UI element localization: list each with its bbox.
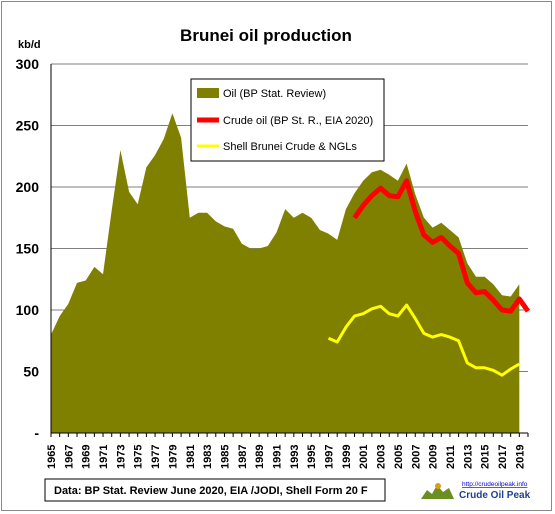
x-tick-label: 2019 <box>514 445 526 469</box>
legend-swatch-oil <box>197 88 219 98</box>
x-tick-label: 1967 <box>63 445 75 469</box>
y-tick-label: 250 <box>16 118 40 134</box>
x-tick-label: 2007 <box>410 445 422 469</box>
y-tick-label: 50 <box>23 364 39 380</box>
x-tick-label: 2009 <box>428 445 440 469</box>
x-tick-label: 2013 <box>462 445 474 469</box>
y-tick-label: 200 <box>16 179 40 195</box>
x-tick-label: 1977 <box>150 445 162 469</box>
x-tick-label: 1997 <box>324 445 336 469</box>
y-tick-label: 100 <box>16 302 40 318</box>
source-note-box <box>44 478 386 502</box>
x-tick-label: 1991 <box>271 445 283 469</box>
footer: Data: BP Stat. Review June 2020, EIA /JO… <box>44 478 531 502</box>
series-line-shell <box>327 303 521 377</box>
x-tick-label: 1999 <box>341 445 353 469</box>
x-tick-label: 2003 <box>376 445 388 469</box>
logo-mountain-icon <box>421 485 454 499</box>
legend-label-crude: Crude oil (BP St. R., EIA 2020) <box>223 115 373 127</box>
logo: http://crudeoilpeak.info Crude Oil Peak <box>418 478 531 502</box>
y-tick-label: - <box>34 425 39 441</box>
y-tick-label: 300 <box>16 56 40 72</box>
legend-label-shell: Shell Brunei Crude & NGLs <box>223 141 357 153</box>
series-line-crude <box>352 178 531 314</box>
x-tick-label: 1983 <box>202 445 214 469</box>
x-tick-label: 1985 <box>219 445 231 469</box>
x-tick-label: 1971 <box>98 445 110 469</box>
chart-title: Brunei oil production <box>180 26 352 45</box>
x-tick-label: 1981 <box>185 445 197 469</box>
logo-sun-icon <box>435 483 441 489</box>
x-tick-label: 1979 <box>167 445 179 469</box>
logo-url: http://crudeoilpeak.info <box>462 481 528 488</box>
x-tick-label: 2011 <box>445 445 457 469</box>
x-tick-label: 1989 <box>254 445 266 469</box>
y-axis-label: kb/d <box>18 39 41 51</box>
legend-label-oil: Oil (BP Stat. Review) <box>223 88 326 100</box>
y-tick-label: 150 <box>16 241 40 257</box>
x-tick-label: 1987 <box>237 445 249 469</box>
x-tick-label: 1995 <box>306 445 318 469</box>
x-tick-label: 1965 <box>46 445 58 469</box>
x-tick-label: 1969 <box>81 445 93 469</box>
x-tick-label: 2005 <box>393 445 405 469</box>
x-tick-label: 2017 <box>497 445 509 469</box>
x-tick-label: 1993 <box>289 445 301 469</box>
legend: Oil (BP Stat. Review) Crude oil (BP St. R… <box>190 78 385 162</box>
source-note: Data: BP Stat. Review June 2020, EIA /JO… <box>54 485 368 497</box>
legend-box <box>190 78 385 162</box>
x-tick-label: 2001 <box>358 445 370 469</box>
x-tick-label: 1975 <box>133 445 145 469</box>
x-tick-label: 1973 <box>115 445 127 469</box>
logo-name: Crude Oil Peak <box>459 490 531 501</box>
x-tick-label: 2015 <box>480 445 492 469</box>
